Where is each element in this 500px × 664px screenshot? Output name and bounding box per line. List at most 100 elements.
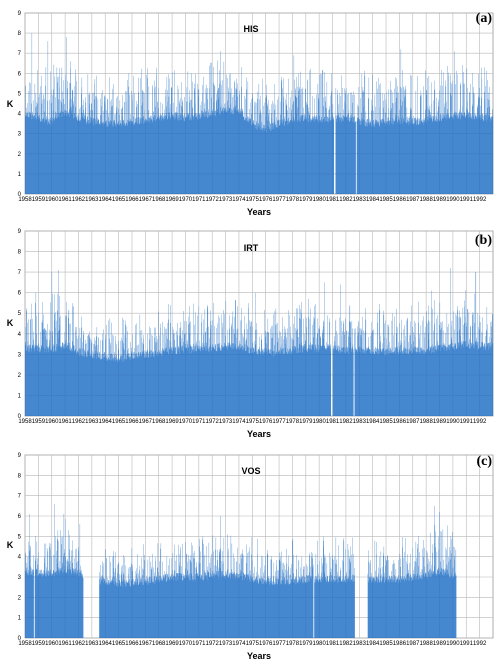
x-tick-label: 1979 [299, 197, 313, 203]
x-tick-labels: 1958 1959 1960 1961 1962 1963 1964 1965 1966 1967… [18, 419, 487, 425]
x-tick-label: 1960 [45, 197, 59, 203]
y-tick-label: 2 [18, 152, 22, 158]
y-tick-label: 6 [18, 71, 22, 77]
x-tick-label: 1982 [339, 419, 353, 425]
y-tick-label: 3 [18, 132, 22, 138]
x-tick-label: 1965 [112, 419, 126, 425]
x-tick-label: 1971 [192, 197, 206, 203]
x-tick-label: 1962 [72, 419, 86, 425]
x-tick-label: 1961 [58, 197, 72, 203]
y-tick-label: 8 [18, 250, 22, 256]
bar-series [25, 33, 494, 195]
x-tick-label: 1992 [473, 197, 487, 203]
y-tick-label: 9 [18, 229, 22, 235]
chart-title: IRT [244, 243, 259, 253]
x-tick-label: 1992 [473, 419, 487, 425]
x-tick-label: 1985 [379, 197, 393, 203]
x-tick-label: 1974 [232, 419, 246, 425]
x-tick-label: 1975 [246, 197, 260, 203]
x-tick-label: 1958 [18, 197, 32, 203]
x-tick-label: 1987 [406, 419, 420, 425]
x-tick-label: 1958 [18, 419, 32, 425]
x-tick-label: 1977 [272, 197, 286, 203]
y-tick-label: 8 [18, 31, 22, 37]
x-tick-label: 1968 [152, 197, 166, 203]
y-tick-labels: 0 1 2 3 4 5 6 7 8 9 [18, 11, 22, 198]
y-tick-label: 5 [18, 91, 22, 97]
x-tick-label: 1961 [58, 419, 72, 425]
y-tick-label: 6 [18, 291, 22, 297]
x-tick-label: 1969 [165, 419, 179, 425]
y-tick-label: 0 [18, 414, 22, 420]
y-tick-label: 5 [18, 311, 22, 317]
x-tick-label: 1980 [312, 419, 326, 425]
chart-title: HIS [243, 24, 258, 34]
x-tick-label: 1967 [139, 419, 153, 425]
x-tick-label: 1989 [433, 197, 447, 203]
y-axis-title: K [7, 99, 14, 109]
x-axis-title: Years [247, 207, 271, 217]
x-tick-label: 1988 [419, 197, 433, 203]
x-tick-label: 1990 [446, 419, 460, 425]
x-tick-label: 1973 [219, 197, 233, 203]
x-tick-label: 1962 [72, 197, 86, 203]
x-tick-label: 1976 [259, 197, 273, 203]
bar-series [25, 268, 494, 416]
x-tick-label: 1990 [446, 197, 460, 203]
x-tick-label: 1966 [125, 419, 139, 425]
y-tick-label: 1 [18, 393, 22, 399]
x-tick-label: 1983 [353, 419, 367, 425]
x-tick-label: 1979 [299, 419, 313, 425]
x-tick-label: 1959 [32, 197, 46, 203]
x-tick-label: 1986 [393, 419, 407, 425]
x-tick-label: 1974 [232, 197, 246, 203]
x-tick-label: 1987 [406, 197, 420, 203]
x-tick-label: 1965 [112, 197, 126, 203]
x-tick-label: 1975 [246, 419, 260, 425]
x-tick-label: 1967 [139, 197, 153, 203]
panel-letter: (b) [475, 233, 492, 248]
x-tick-label: 1963 [85, 197, 99, 203]
x-tick-label: 1978 [286, 419, 300, 425]
x-tick-label: 1991 [460, 197, 474, 203]
x-tick-label: 1964 [99, 197, 113, 203]
x-tick-label: 1968 [152, 419, 166, 425]
x-tick-label: 1982 [339, 197, 353, 203]
x-tick-label: 1963 [85, 419, 99, 425]
x-tick-label: 1964 [99, 419, 113, 425]
y-tick-label: 7 [18, 51, 22, 57]
x-tick-label: 1959 [32, 419, 46, 425]
bar-series [25, 503, 457, 638]
x-tick-label: 1966 [125, 197, 139, 203]
x-tick-label: 1984 [366, 419, 380, 425]
x-tick-labels: 1958 1959 1960 1961 1962 1963 1964 1965 1966 1967… [18, 197, 487, 203]
x-tick-label: 1991 [460, 419, 474, 425]
x-tick-label: 1986 [393, 197, 407, 203]
x-tick-label: 1970 [179, 419, 193, 425]
y-tick-label: 3 [18, 352, 22, 358]
x-tick-label: 1983 [353, 197, 367, 203]
x-tick-label: 1973 [219, 419, 233, 425]
x-tick-label: 1980 [312, 197, 326, 203]
x-tick-label: 1989 [433, 419, 447, 425]
y-tick-label: 4 [18, 112, 22, 118]
y-tick-labels: 0 1 2 3 4 5 6 7 8 9 [18, 229, 22, 420]
x-tick-label: 1972 [206, 419, 220, 425]
x-tick-label: 1960 [45, 419, 59, 425]
y-tick-label: 7 [18, 270, 22, 276]
y-tick-label: 1 [18, 172, 22, 178]
y-tick-label: 0 [18, 192, 22, 198]
x-tick-label: 1977 [272, 419, 286, 425]
x-tick-label: 1988 [419, 419, 433, 425]
panel-letter: (a) [476, 11, 493, 26]
x-tick-label: 1978 [286, 197, 300, 203]
x-tick-label: 1985 [379, 419, 393, 425]
y-axis-title: K [7, 318, 14, 328]
x-tick-label: 1984 [366, 197, 380, 203]
x-tick-label: 1971 [192, 419, 206, 425]
y-tick-label: 9 [18, 11, 22, 17]
